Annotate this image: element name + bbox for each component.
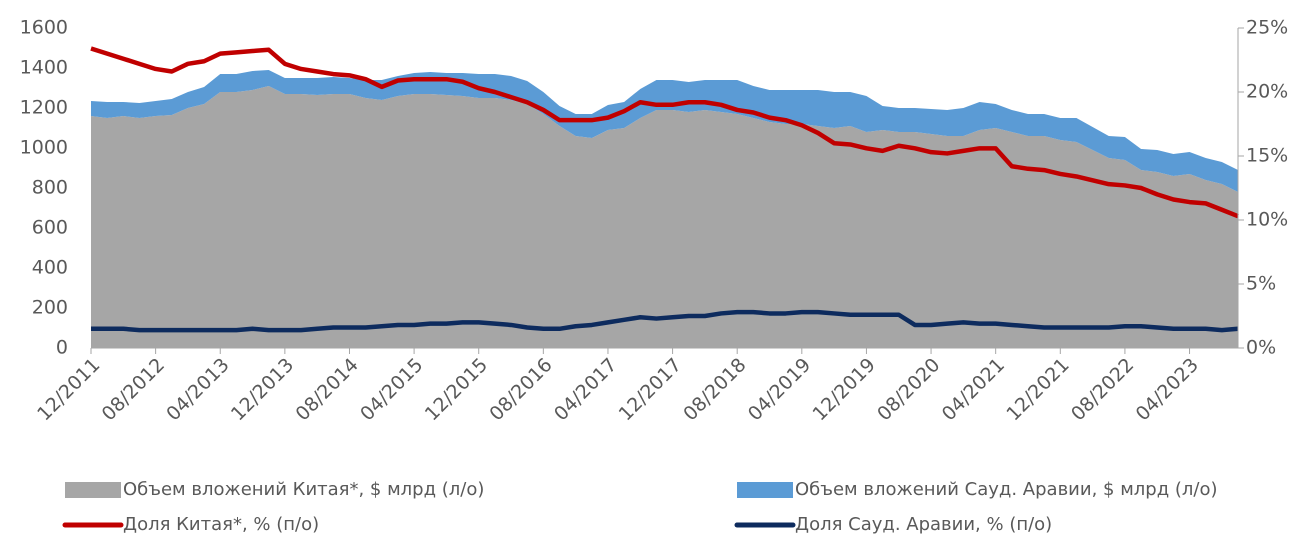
x-tick-label: 08/2020 — [873, 354, 944, 425]
y2-tick-label: 0% — [1246, 337, 1276, 359]
x-tick-label: 04/2019 — [744, 354, 815, 425]
legend-label: Объем вложений Сауд. Аравии, $ млрд (л/о… — [795, 479, 1218, 500]
x-tick-label: 12/2019 — [808, 354, 879, 425]
x-tick-label: 12/2017 — [615, 354, 686, 425]
x-tick-label: 04/2017 — [550, 354, 621, 425]
line — [91, 309, 1239, 333]
x-tick-label: 12/2015 — [421, 354, 492, 425]
y-tick-label: 600 — [32, 217, 68, 239]
x-tick-label: 04/2015 — [356, 354, 427, 425]
legend-swatch — [737, 482, 793, 498]
x-tick-label: 04/2023 — [1132, 354, 1203, 425]
y-tick-label: 0 — [56, 337, 68, 359]
x-tick-label: 08/2014 — [292, 354, 363, 425]
y-tick-label: 1000 — [20, 137, 68, 159]
x-tick-label: 08/2018 — [679, 354, 750, 425]
y-tick-label: 1400 — [20, 57, 68, 79]
y-tick-label: 200 — [32, 297, 68, 319]
x-tick-label: 12/2021 — [1002, 354, 1073, 425]
y-tick-label: 800 — [32, 177, 68, 199]
area — [91, 70, 1238, 192]
y-tick-label: 1600 — [20, 17, 68, 39]
y2-tick-label: 5% — [1246, 273, 1276, 295]
x-tick-label: 08/2012 — [98, 354, 169, 425]
y2-tick-label: 10% — [1246, 209, 1288, 231]
legend-label: Объем вложений Китая*, $ млрд (л/о) — [123, 479, 484, 500]
y-tick-label: 400 — [32, 257, 68, 279]
x-tick-label: 08/2022 — [1067, 354, 1138, 425]
legend-label: Доля Сауд. Аравии, % (п/о) — [795, 514, 1052, 535]
legend-label: Доля Китая*, % (п/о) — [123, 514, 319, 535]
x-tick-label: 12/2013 — [227, 354, 298, 425]
x-tick-label: 12/2011 — [33, 354, 104, 425]
x-tick-label: 04/2013 — [162, 354, 233, 425]
legend-swatch — [65, 482, 121, 498]
y2-tick-label: 15% — [1246, 145, 1288, 167]
y2-tick-label: 25% — [1246, 17, 1288, 39]
line — [90, 46, 1239, 219]
x-tick-label: 08/2016 — [485, 354, 556, 425]
y-tick-label: 1200 — [20, 97, 68, 119]
y2-tick-label: 20% — [1246, 81, 1288, 103]
x-tick-label: 04/2021 — [938, 354, 1009, 425]
